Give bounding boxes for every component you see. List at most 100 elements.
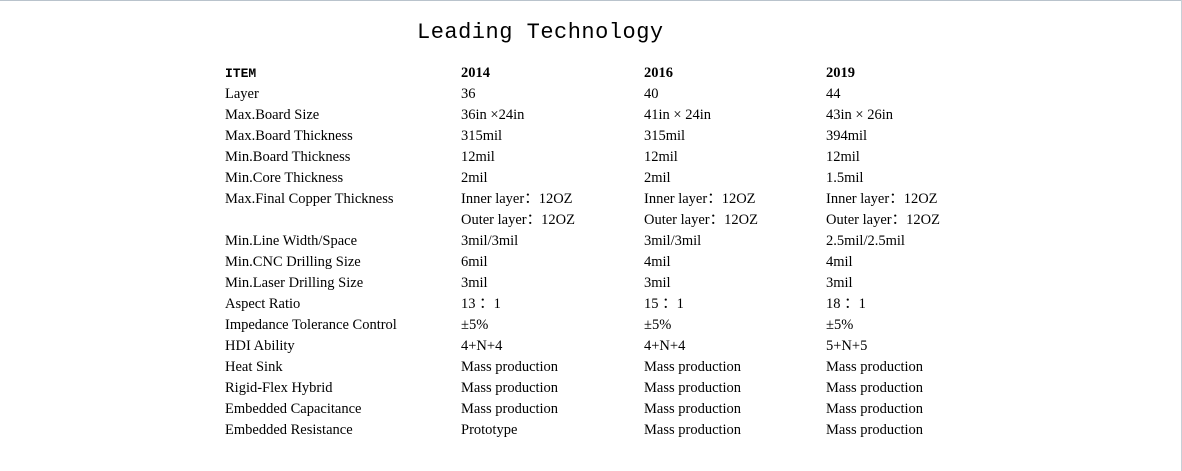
cell-line: 40 (644, 86, 659, 102)
cell-line: 1.5mil (826, 170, 864, 186)
table-row: Min.Line Width/Space 3mil/3mil 3mil/3mil 2.… (225, 231, 985, 252)
cell-2016: 40 (644, 84, 659, 105)
table-row: Max.Final Copper Thickness Inner layer：12… (225, 189, 985, 231)
cell-line: 3mil (826, 275, 853, 291)
table-row: Min.Core Thickness 2mil 2mil 1.5mil (225, 168, 985, 189)
header-2014: 2014 (461, 65, 490, 81)
cell-line: 6mil (461, 254, 488, 270)
cell-item: Max.Board Thickness (225, 128, 353, 144)
table-row: Min.Board Thickness 12mil 12mil 12mil (225, 147, 985, 168)
table-row: Aspect Ratio 13 ：1 15 ：1 18 ：1 (225, 294, 985, 315)
cell-line: Mass production (644, 380, 742, 396)
cell-2014: Prototype (461, 420, 517, 441)
technology-table: ITEM 2014 2016 2019 Layer 36 40 44 Max.Board… (225, 63, 985, 441)
cell-2016: Mass production (644, 420, 741, 441)
cell-line: 12mil (826, 149, 860, 165)
cell-line: Mass production (644, 422, 742, 438)
cell-2014: Mass production (461, 378, 558, 399)
cell-line: 3mil (644, 275, 671, 291)
cell-item: HDI Ability (225, 338, 295, 354)
cell-2016: Mass production (644, 378, 741, 399)
cell-2019: 394mil (826, 126, 867, 147)
cell-2016: 4mil (644, 252, 671, 273)
table-row: Max.Board Size 36in ×24in 41in × 24in 43in … (225, 105, 985, 126)
cell-line: Inner layer：12OZ (826, 191, 938, 207)
header-item: ITEM (225, 66, 257, 81)
cell-line: 2mil (461, 170, 488, 186)
cell-line: 315mil (644, 128, 686, 144)
cell-line: Prototype (461, 422, 518, 438)
cell-2016: 41in × 24in (644, 105, 711, 126)
cell-item: Max.Board Size (225, 107, 320, 123)
page-title: Leading Technology (417, 20, 664, 45)
header-2016: 2016 (644, 65, 673, 81)
cell-2014: 36 (461, 84, 476, 105)
table-row: Max.Board Thickness 315mil 315mil 394mil (225, 126, 985, 147)
cell-item: Max.Final Copper Thickness (225, 191, 394, 207)
cell-2016: Mass production (644, 357, 741, 378)
table-row: Embedded Capacitance Mass production Mass … (225, 399, 985, 420)
cell-line: Mass production (826, 422, 924, 438)
table-row: Rigid-Flex Hybrid Mass production Mass pro… (225, 378, 985, 399)
cell-2014: Inner layer：12OZ Outer layer：12OZ (461, 189, 575, 231)
table-row: Layer 36 40 44 (225, 84, 985, 105)
cell-line: 4+N+4 (644, 338, 686, 354)
cell-2016: ±5% (644, 315, 671, 336)
cell-2019: 44 (826, 84, 841, 105)
cell-line: 4mil (826, 254, 853, 270)
cell-2014: ±5% (461, 315, 488, 336)
table-row: Min.Laser Drilling Size 3mil 3mil 3mil (225, 273, 985, 294)
cell-line: 315mil (461, 128, 503, 144)
cell-2014: 3mil (461, 273, 488, 294)
cell-line: ±5% (644, 317, 672, 333)
cell-line: Mass production (826, 401, 924, 417)
cell-2016: 4+N+4 (644, 336, 685, 357)
cell-2014: 13 ：1 (461, 294, 501, 315)
cell-line: Mass production (461, 359, 559, 375)
table-header-row: ITEM 2014 2016 2019 (225, 63, 985, 84)
cell-2014: 6mil (461, 252, 488, 273)
cell-line: Outer layer：12OZ (644, 212, 758, 228)
cell-line: 4+N+4 (461, 338, 503, 354)
cell-item: Embedded Capacitance (225, 401, 362, 417)
cell-line: Inner layer：12OZ (644, 191, 756, 207)
cell-line: 2mil (644, 170, 671, 186)
cell-line: 3mil/3mil (461, 233, 519, 249)
cell-2019: Inner layer：12OZ Outer layer：12OZ (826, 189, 940, 231)
table-row: Heat Sink Mass production Mass production M… (225, 357, 985, 378)
table-row: HDI Ability 4+N+4 4+N+4 5+N+5 (225, 336, 985, 357)
cell-2014: 4+N+4 (461, 336, 502, 357)
cell-2014: 12mil (461, 147, 495, 168)
cell-2016: 12mil (644, 147, 678, 168)
cell-line: Mass production (461, 401, 559, 417)
cell-2019: 43in × 26in (826, 105, 893, 126)
cell-item: Min.Laser Drilling Size (225, 275, 364, 291)
cell-line: 3mil/3mil (644, 233, 702, 249)
cell-line: 5+N+5 (826, 338, 868, 354)
cell-2016: 2mil (644, 168, 671, 189)
table-row: Embedded Resistance Prototype Mass product… (225, 420, 985, 441)
cell-item: Aspect Ratio (225, 296, 301, 312)
cell-line: ±5% (826, 317, 854, 333)
cell-2016: Mass production (644, 399, 741, 420)
cell-line: Inner layer：12OZ (461, 191, 573, 207)
cell-line: 44 (826, 86, 841, 102)
table-row: Min.CNC Drilling Size 6mil 4mil 4mil (225, 252, 985, 273)
header-2019: 2019 (826, 65, 855, 81)
table-body: Layer 36 40 44 Max.Board Size 36in ×24in 41in … (225, 84, 985, 441)
cell-line: 18 ：1 (826, 296, 866, 312)
cell-line: Mass production (461, 380, 559, 396)
cell-2019: 2.5mil/2.5mil (826, 231, 905, 252)
cell-2019: ±5% (826, 315, 853, 336)
cell-2019: 4mil (826, 252, 853, 273)
cell-line: 12mil (644, 149, 678, 165)
cell-line: 15 ：1 (644, 296, 684, 312)
cell-2019: 1.5mil (826, 168, 863, 189)
cell-line: Mass production (826, 359, 924, 375)
cell-2014: 36in ×24in (461, 105, 524, 126)
cell-line: 4mil (644, 254, 671, 270)
cell-2014: 315mil (461, 126, 502, 147)
cell-item: Min.Core Thickness (225, 170, 344, 186)
cell-line: 43in × 26in (826, 107, 893, 123)
cell-2016: 3mil/3mil (644, 231, 701, 252)
